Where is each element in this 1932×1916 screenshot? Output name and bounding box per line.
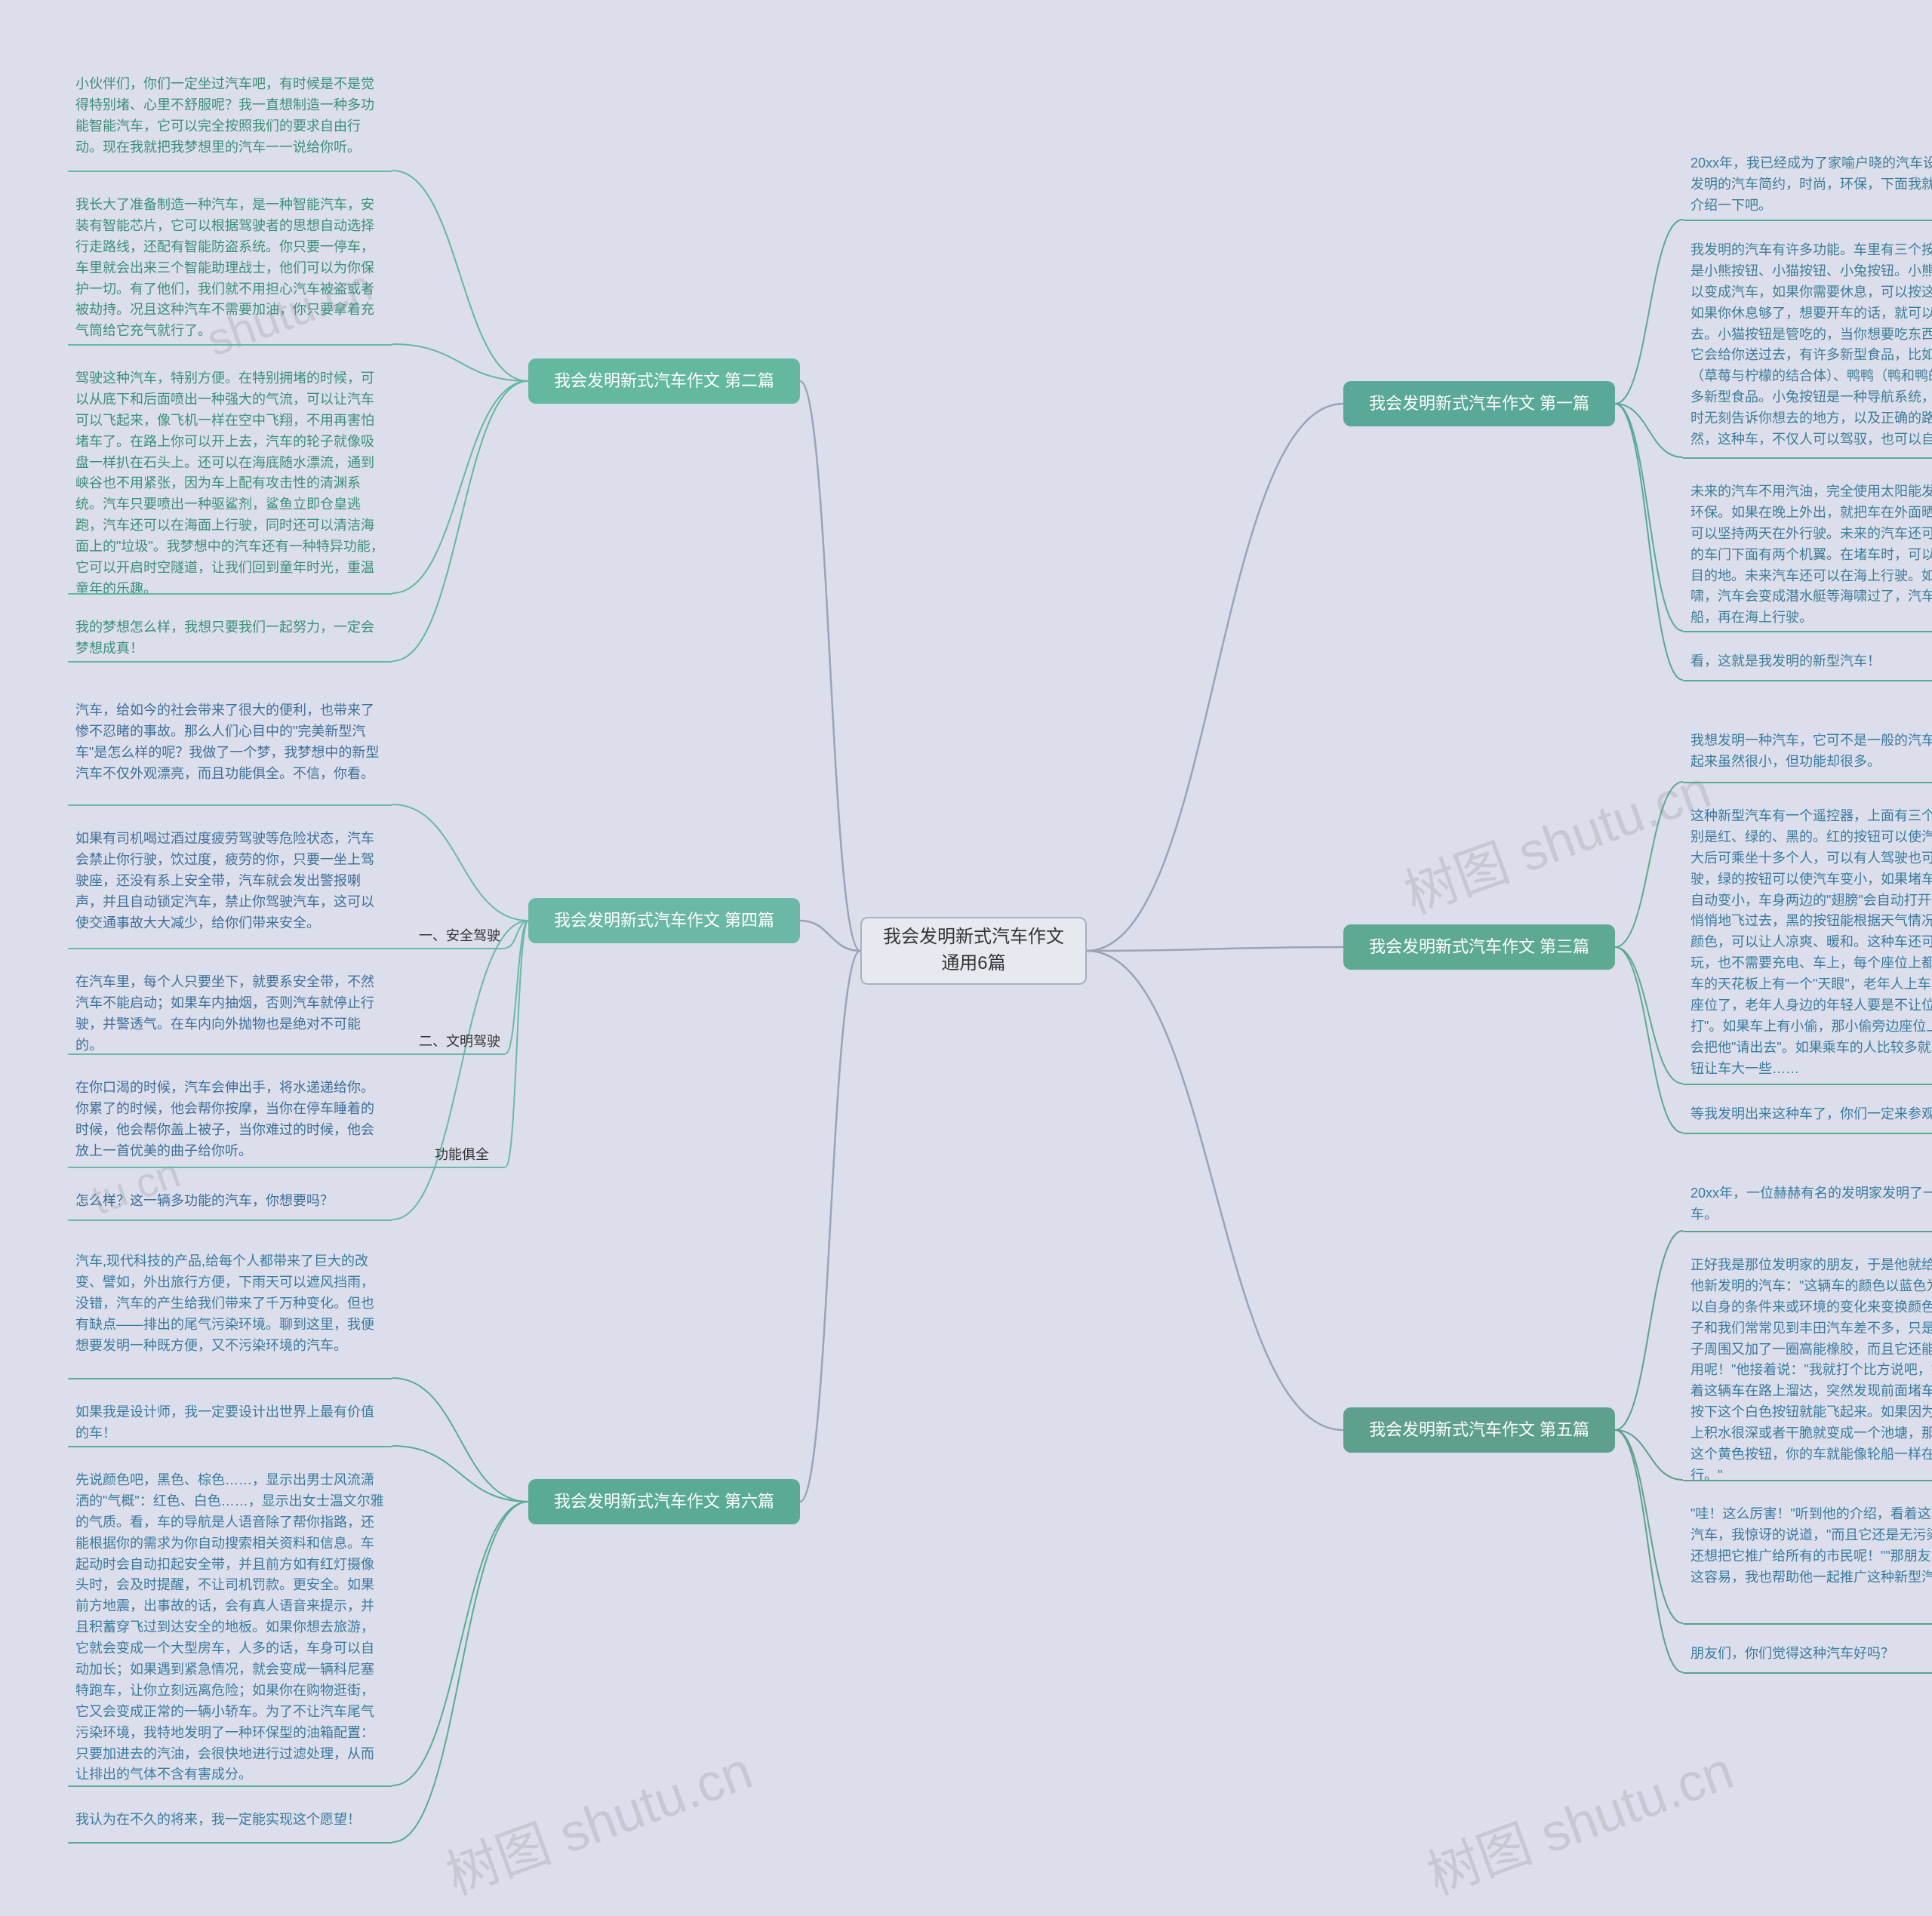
- leaf-node[interactable]: 正好我是那位发明家的朋友，于是他就给我介绍了他新发明的汽车："这辆车的颜色以蓝色…: [1683, 1249, 1932, 1493]
- leaf-extra-label: 二、文明驾驶: [419, 1031, 500, 1050]
- leaf-underline: [1683, 1231, 1932, 1232]
- branch-node[interactable]: 我会发明新式汽车作文 第六篇: [528, 1479, 800, 1524]
- leaf-underline: [1683, 1133, 1932, 1134]
- root-node[interactable]: 我会发明新式汽车作文通用6篇: [860, 917, 1087, 985]
- leaf-node[interactable]: 如果有司机喝过酒过度疲劳驾驶等危险状态，汽车会禁止你行驶，饮过度，疲劳的你，只要…: [68, 823, 392, 940]
- leaf-underline: [68, 593, 392, 595]
- branch-label: 我会发明新式汽车作文 第二篇: [554, 369, 774, 393]
- branch-node[interactable]: 我会发明新式汽车作文 第五篇: [1343, 1407, 1615, 1453]
- leaf-underline: [68, 1053, 506, 1055]
- leaf-underline: [1683, 631, 1932, 632]
- leaf-node[interactable]: 在汽车里，每个人只要坐下，就要系安全带，不然汽车不能启动；如果车内抽烟，否则汽车…: [68, 966, 392, 1063]
- branch-label: 我会发明新式汽车作文 第三篇: [1369, 935, 1589, 959]
- watermark: 树图 shutu.cn: [1416, 1729, 1743, 1910]
- branch-node[interactable]: 我会发明新式汽车作文 第三篇: [1343, 924, 1615, 970]
- leaf-underline: [68, 171, 392, 172]
- leaf-underline: [68, 804, 392, 806]
- leaf-underline: [68, 948, 506, 949]
- leaf-node[interactable]: 驾驶这种汽车，特别方便。在特别拥堵的时候，可以从底下和后面喷出一种强大的气流，可…: [68, 362, 392, 606]
- leaf-node[interactable]: 未来的汽车不用汽油，完全使用太阳能发电，这很环保。如果在晚上外出，就把车在外面晒…: [1683, 475, 1932, 635]
- leaf-underline: [1683, 1672, 1932, 1674]
- leaf-underline: [68, 1219, 392, 1221]
- watermark: 树图 shutu.cn: [435, 1729, 761, 1910]
- leaf-node[interactable]: 等我发明出来这种车了，你们一定来参观哟！: [1683, 1098, 1932, 1131]
- branch-node[interactable]: 我会发明新式汽车作文 第二篇: [528, 358, 800, 404]
- leaf-extra-label: 功能俱全: [435, 1144, 489, 1164]
- leaf-node[interactable]: 我想发明一种汽车，它可不是一般的汽车呀！它看起来虽然很小，但功能却很多。: [1683, 724, 1932, 779]
- leaf-underline: [1683, 1480, 1932, 1481]
- leaf-node[interactable]: 20xx年，我已经成为了家喻户晓的汽车设计师。我发明的汽车简约，时尚，环保，下面…: [1683, 147, 1932, 223]
- leaf-node[interactable]: 我发明的汽车有许多功能。车里有三个按钮，分别是小熊按钮、小猫按钮、小兔按钮。小熊…: [1683, 234, 1932, 457]
- leaf-node[interactable]: 在你口渴的时候，汽车会伸出手，将水递递给你。你累了的时候，他会帮你按摩，当你在停…: [68, 1072, 392, 1168]
- leaf-node[interactable]: 我的梦想怎么样，我想只要我们一起努力，一定会梦想成真！: [68, 611, 392, 666]
- leaf-extra-label: 一、安全驾驶: [419, 925, 500, 945]
- root-label: 我会发明新式汽车作文通用6篇: [875, 924, 1072, 977]
- leaf-node[interactable]: 先说颜色吧，黑色、棕色……，显示出男士风流潇洒的"气概"：红色、白色……，显示出…: [68, 1464, 392, 1791]
- leaf-underline: [1683, 1084, 1932, 1085]
- leaf-node[interactable]: 这种新型汽车有一个遥控器，上面有三个按钮，分别是红、绿的、黑的。红的按钮可以使汽…: [1683, 800, 1932, 1086]
- leaf-node[interactable]: 我认为在不久的将来，我一定能实现这个愿望！: [68, 1804, 392, 1837]
- leaf-underline: [1683, 1623, 1932, 1625]
- branch-label: 我会发明新式汽车作文 第四篇: [554, 909, 774, 933]
- leaf-underline: [68, 344, 392, 346]
- leaf-underline: [68, 1785, 392, 1787]
- leaf-node[interactable]: 小伙伴们，你们一定坐过汽车吧，有时候是不是觉得特别堵、心里不舒服呢？我一直想制造…: [68, 68, 392, 165]
- leaf-underline: [1683, 680, 1932, 681]
- leaf-node[interactable]: 我长大了准备制造一种汽车，是一种智能汽车，安装有智能芯片，它可以根据驾驶者的思想…: [68, 189, 392, 348]
- leaf-underline: [1683, 782, 1932, 783]
- leaf-node[interactable]: "哇！这么厉害！"听到他的介绍，看着这辆蓝色的小汽车，我惊讶的说道，"而且它还是…: [1683, 1498, 1932, 1595]
- branch-node[interactable]: 我会发明新式汽车作文 第四篇: [528, 898, 800, 943]
- branch-node[interactable]: 我会发明新式汽车作文 第一篇: [1343, 381, 1615, 426]
- branch-label: 我会发明新式汽车作文 第一篇: [1369, 392, 1589, 416]
- leaf-node[interactable]: 汽车，给如今的社会带来了很大的便利，也带来了惨不忍睹的事故。那么人们心目中的"完…: [68, 694, 392, 791]
- branch-label: 我会发明新式汽车作文 第六篇: [554, 1490, 774, 1514]
- branch-label: 我会发明新式汽车作文 第五篇: [1369, 1418, 1589, 1442]
- leaf-node[interactable]: 朋友们，你们觉得这种汽车好吗？: [1683, 1638, 1932, 1671]
- leaf-node[interactable]: 汽车,现代科技的产品,给每个人都带来了巨大的改变、譬如，外出旅行方便，下雨天可以…: [68, 1245, 392, 1362]
- leaf-node[interactable]: 看，这就是我发明的新型汽车！: [1683, 645, 1932, 678]
- leaf-underline: [68, 1378, 392, 1379]
- leaf-node[interactable]: 20xx年，一位赫赫有名的发明家发明了一种新型汽车。: [1683, 1177, 1932, 1232]
- leaf-underline: [1683, 220, 1932, 221]
- leaf-node[interactable]: 如果我是设计师，我一定要设计出世界上最有价值的车！: [68, 1396, 392, 1450]
- watermark: 树图 shutu.cn: [1393, 748, 1720, 929]
- leaf-node[interactable]: 怎么样？这一辆多功能的汽车，你想要吗？: [68, 1185, 392, 1218]
- leaf-underline: [68, 1446, 392, 1447]
- leaf-underline: [1683, 457, 1932, 459]
- leaf-underline: [68, 1167, 506, 1168]
- leaf-underline: [68, 1842, 392, 1844]
- leaf-underline: [68, 661, 392, 663]
